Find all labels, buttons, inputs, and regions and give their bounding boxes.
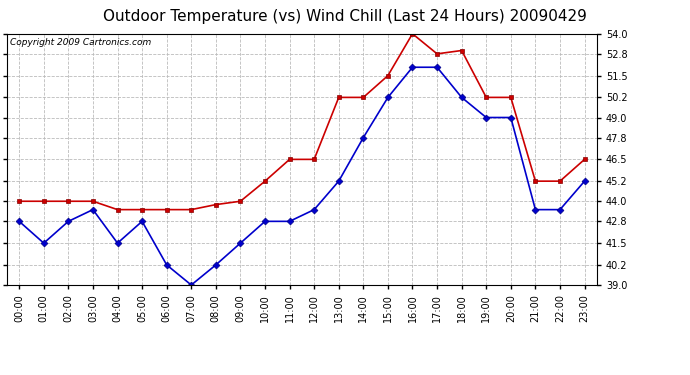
Text: Outdoor Temperature (vs) Wind Chill (Last 24 Hours) 20090429: Outdoor Temperature (vs) Wind Chill (Las…: [103, 9, 587, 24]
Text: Copyright 2009 Cartronics.com: Copyright 2009 Cartronics.com: [10, 38, 151, 46]
